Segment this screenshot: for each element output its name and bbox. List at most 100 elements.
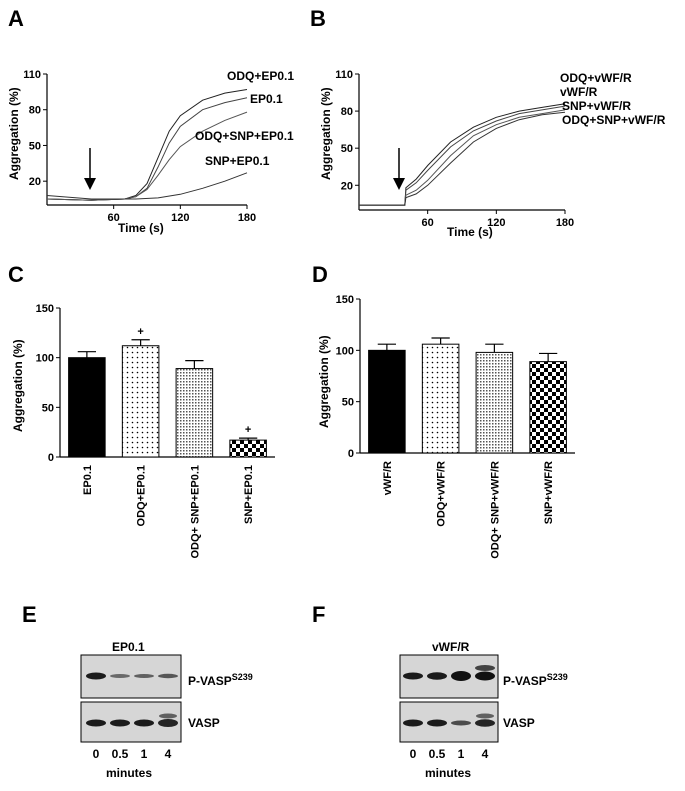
vasp-band — [86, 719, 106, 727]
panel-a-plot — [46, 74, 248, 206]
panel-e-xlabel: minutes — [106, 766, 152, 780]
y-tick-label: 150 — [36, 303, 54, 315]
bar — [475, 351, 514, 454]
panel-f-lane-labels: 0 0.5 1 4 — [410, 747, 489, 761]
y-tick-label: 100 — [336, 345, 354, 357]
panel-e: E EP0.1 P-VASPS239 VASP 0 0.5 1 4 minutes — [22, 602, 253, 780]
bar — [229, 439, 267, 458]
y-tick-label: 80 — [341, 106, 353, 118]
p-vasp-band-upper — [475, 665, 495, 671]
bar — [529, 361, 567, 454]
panel-b-legend-vwf: vWF/R — [560, 85, 598, 99]
panel-a-yticks: 110 80 50 20 — [23, 69, 47, 188]
lane-label: 0.5 — [429, 747, 446, 761]
vasp-band — [427, 719, 447, 727]
vasp-band — [451, 720, 471, 726]
vasp-band — [110, 719, 130, 727]
p-vasp-band — [427, 672, 447, 680]
series-line — [46, 172, 248, 200]
panel-b-xlabel: Time (s) — [447, 225, 493, 239]
category-label: ODQ+ SNP+vWF/R — [489, 461, 501, 559]
category-label: vWF/R — [382, 461, 394, 495]
category-label: SNP+EP0.1 — [243, 465, 255, 524]
vasp-band-upper — [476, 713, 494, 719]
panel-b-yticks: 110 80 50 20 — [335, 69, 359, 192]
p-vasp-band — [86, 672, 106, 680]
panel-b-label: B — [310, 6, 326, 31]
category-label: ODQ+ SNP+EP0.1 — [189, 465, 201, 559]
panel-c-ylabel: Aggregation (%) — [11, 339, 25, 432]
y-tick-label: 150 — [336, 294, 354, 306]
panel-d-yticks: 150 100 50 0 — [336, 294, 360, 460]
y-tick-label: 50 — [341, 143, 353, 155]
panel-a: A Aggregation (%) 110 80 50 20 60 120 180 Tim… — [7, 6, 294, 235]
panel-c-yticks: 150 100 50 0 — [36, 303, 60, 464]
lane-label: 0 — [410, 747, 417, 761]
panel-e-band1-label: P-VASPS239 — [188, 672, 253, 688]
bar — [121, 345, 160, 458]
panel-d-ylabel: Aggregation (%) — [317, 335, 331, 428]
panel-d-label: D — [312, 262, 328, 287]
lane-label: 1 — [458, 747, 465, 761]
panel-e-label: E — [22, 602, 37, 627]
p-vasp-band — [158, 673, 178, 679]
panel-f-band1-label: P-VASPS239 — [503, 672, 568, 688]
p-vasp-band — [134, 674, 154, 678]
series-line — [359, 103, 566, 206]
panel-c-category-labels: EP0.1 ODQ+EP0.1 ODQ+ SNP+EP0.1 SNP+EP0.1 — [82, 465, 255, 559]
panel-a-legend-odq-ep: ODQ+EP0.1 — [227, 69, 294, 83]
panel-b-ylabel: Aggregation (%) — [319, 87, 333, 180]
bar — [368, 349, 406, 454]
panel-d: D Aggregation (%) 150 100 50 0 vWF/R ODQ+vWF… — [312, 262, 575, 559]
panel-e-bands — [86, 672, 178, 727]
significance-mark: + — [245, 424, 251, 436]
y-tick-label: 110 — [335, 69, 353, 81]
bar — [175, 368, 214, 458]
category-label: ODQ+EP0.1 — [136, 465, 148, 526]
panel-a-legend-odq-snp-ep: ODQ+SNP+EP0.1 — [195, 129, 294, 143]
lane-label: 4 — [482, 747, 489, 761]
series-line — [359, 109, 566, 206]
panel-d-plot — [359, 299, 575, 454]
p-vasp-band — [475, 671, 495, 681]
panel-f-band2-label: VASP — [503, 716, 535, 730]
panel-a-ylabel: Aggregation (%) — [7, 87, 21, 180]
panel-b-plot — [358, 74, 566, 211]
panel-e-title: EP0.1 — [112, 640, 145, 654]
lane-label: 4 — [165, 747, 172, 761]
vasp-band — [134, 719, 154, 727]
panel-a-xticks: 60 120 180 — [108, 205, 256, 224]
x-tick-label: 180 — [238, 212, 256, 224]
panel-b-legend-odq-snp-vwf: ODQ+SNP+vWF/R — [562, 113, 666, 127]
panel-a-legend-snp-ep: SNP+EP0.1 — [205, 154, 270, 168]
lane-label: 0 — [93, 747, 100, 761]
panel-f-title: vWF/R — [432, 640, 470, 654]
panel-a-xlabel: Time (s) — [118, 221, 164, 235]
y-tick-label: 50 — [42, 402, 54, 414]
y-tick-label: 110 — [23, 69, 41, 81]
p-vasp-band — [451, 671, 471, 681]
vasp-band — [158, 719, 178, 727]
p-vasp-band — [403, 672, 423, 680]
panel-d-category-labels: vWF/R ODQ+vWF/R ODQ+ SNP+vWF/R SNP+vWF/R — [382, 461, 555, 559]
significance-mark: + — [137, 326, 143, 338]
panel-c-label: C — [8, 262, 24, 287]
vasp-band — [403, 719, 423, 727]
series-line — [46, 97, 248, 201]
panel-a-legend-ep: EP0.1 — [250, 92, 283, 106]
y-tick-label: 0 — [48, 452, 54, 464]
lane-label: 1 — [141, 747, 148, 761]
panel-c-plot: ++ — [59, 308, 275, 458]
panel-b: B Aggregation (%) 110 80 50 20 60 120 180 Tim… — [310, 6, 666, 239]
panel-f-bands — [403, 665, 495, 727]
y-tick-label: 50 — [29, 140, 41, 152]
p-vasp-band — [110, 674, 130, 678]
panel-f-xlabel: minutes — [425, 766, 471, 780]
y-tick-label: 20 — [341, 180, 353, 192]
bar — [68, 357, 106, 458]
series-line — [359, 105, 566, 206]
panel-b-xticks: 60 120 180 — [422, 210, 574, 229]
y-tick-label: 50 — [342, 397, 354, 409]
